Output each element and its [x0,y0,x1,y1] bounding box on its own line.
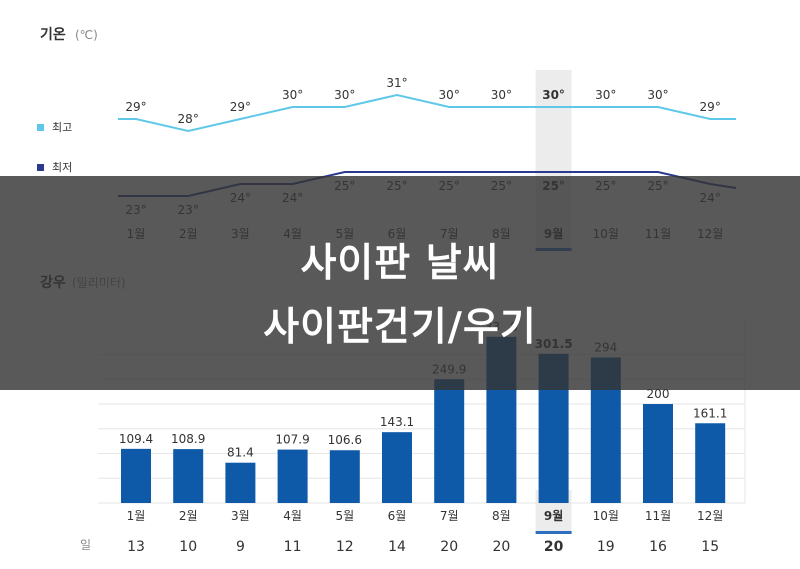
temp-label-high: 29° [700,100,721,114]
rain-month-label: 6월 [388,509,407,523]
rain-value-label: 109.4 [119,432,153,446]
rain-days-value: 20 [492,539,510,555]
rain-month-label: 7월 [440,509,459,523]
rain-bar [173,449,204,503]
temp-chart-unit: (℃) [75,28,98,42]
rain-month-label: 2월 [179,509,198,523]
temp-label-high: 29° [230,100,251,114]
rain-days-value: 15 [701,539,719,555]
rain-bar [382,432,412,503]
rain-highlight-underline [535,531,572,534]
rain-month-label: 11월 [645,509,671,523]
rain-month-label: 5월 [335,509,354,523]
temp-label-high: 30° [491,88,512,102]
series-line-high [118,93,736,133]
rain-value-label: 108.9 [171,432,205,446]
rain-month-label: 10월 [593,509,619,523]
rain-days-value: 16 [649,539,667,555]
rain-month-label: 12월 [697,509,723,523]
rain-bar [121,448,151,503]
rain-value-label: 200 [647,387,670,401]
temp-label-high: 30° [334,88,355,102]
rain-days-value: 12 [336,539,354,555]
rain-month-label: 9월 [544,508,563,523]
rain-month-label: 3월 [231,509,250,523]
legend-swatch-high [37,124,44,131]
temp-label-high: 30° [647,88,668,102]
rain-value-label: 81.4 [227,446,254,460]
rain-value-label: 161.1 [693,406,727,420]
overlay-subtitle: 사이판건기/우기 [263,305,537,350]
rain-days-value: 14 [388,539,406,555]
title-overlay-banner [0,176,800,390]
rain-value-label: 143.1 [380,415,414,429]
rain-days-value: 20 [440,539,458,555]
rain-month-label: 4월 [283,509,302,523]
temp-label-high: 29° [125,100,146,114]
rain-month-label: 1월 [127,509,146,523]
rain-days-value: 11 [284,539,302,555]
legend-label-low: 최저 [52,161,72,174]
rain-value-label: 106.6 [328,433,362,447]
rain-days-value: 13 [127,539,145,555]
rain-month-label: 8월 [492,509,511,523]
temp-label-high: 28° [178,112,199,126]
rain-days-value: 10 [179,539,197,555]
rain-days-value: 19 [597,539,615,555]
overlay-title: 사이판 날씨 [300,241,500,286]
rain-bar [695,423,726,503]
rain-bar [643,404,673,503]
temp-chart-title: 기온 [40,27,66,43]
legend-label-high: 최고 [52,121,72,134]
temp-label-high: 30° [282,88,303,102]
legend-swatch-low [37,164,44,171]
rain-days-label: 일 [80,538,91,552]
rain-days-value: 20 [544,539,564,555]
rain-days-value: 9 [236,539,245,555]
temp-label-high: 31° [386,76,407,90]
rain-value-label: 107.9 [275,433,309,447]
rain-bar [329,450,360,503]
temp-label-high: 30° [542,88,565,102]
rain-bar [277,449,308,503]
temp-label-high: 30° [439,88,460,102]
rain-bar [225,462,256,503]
rain-bar [434,379,465,503]
temp-label-high: 30° [595,88,616,102]
